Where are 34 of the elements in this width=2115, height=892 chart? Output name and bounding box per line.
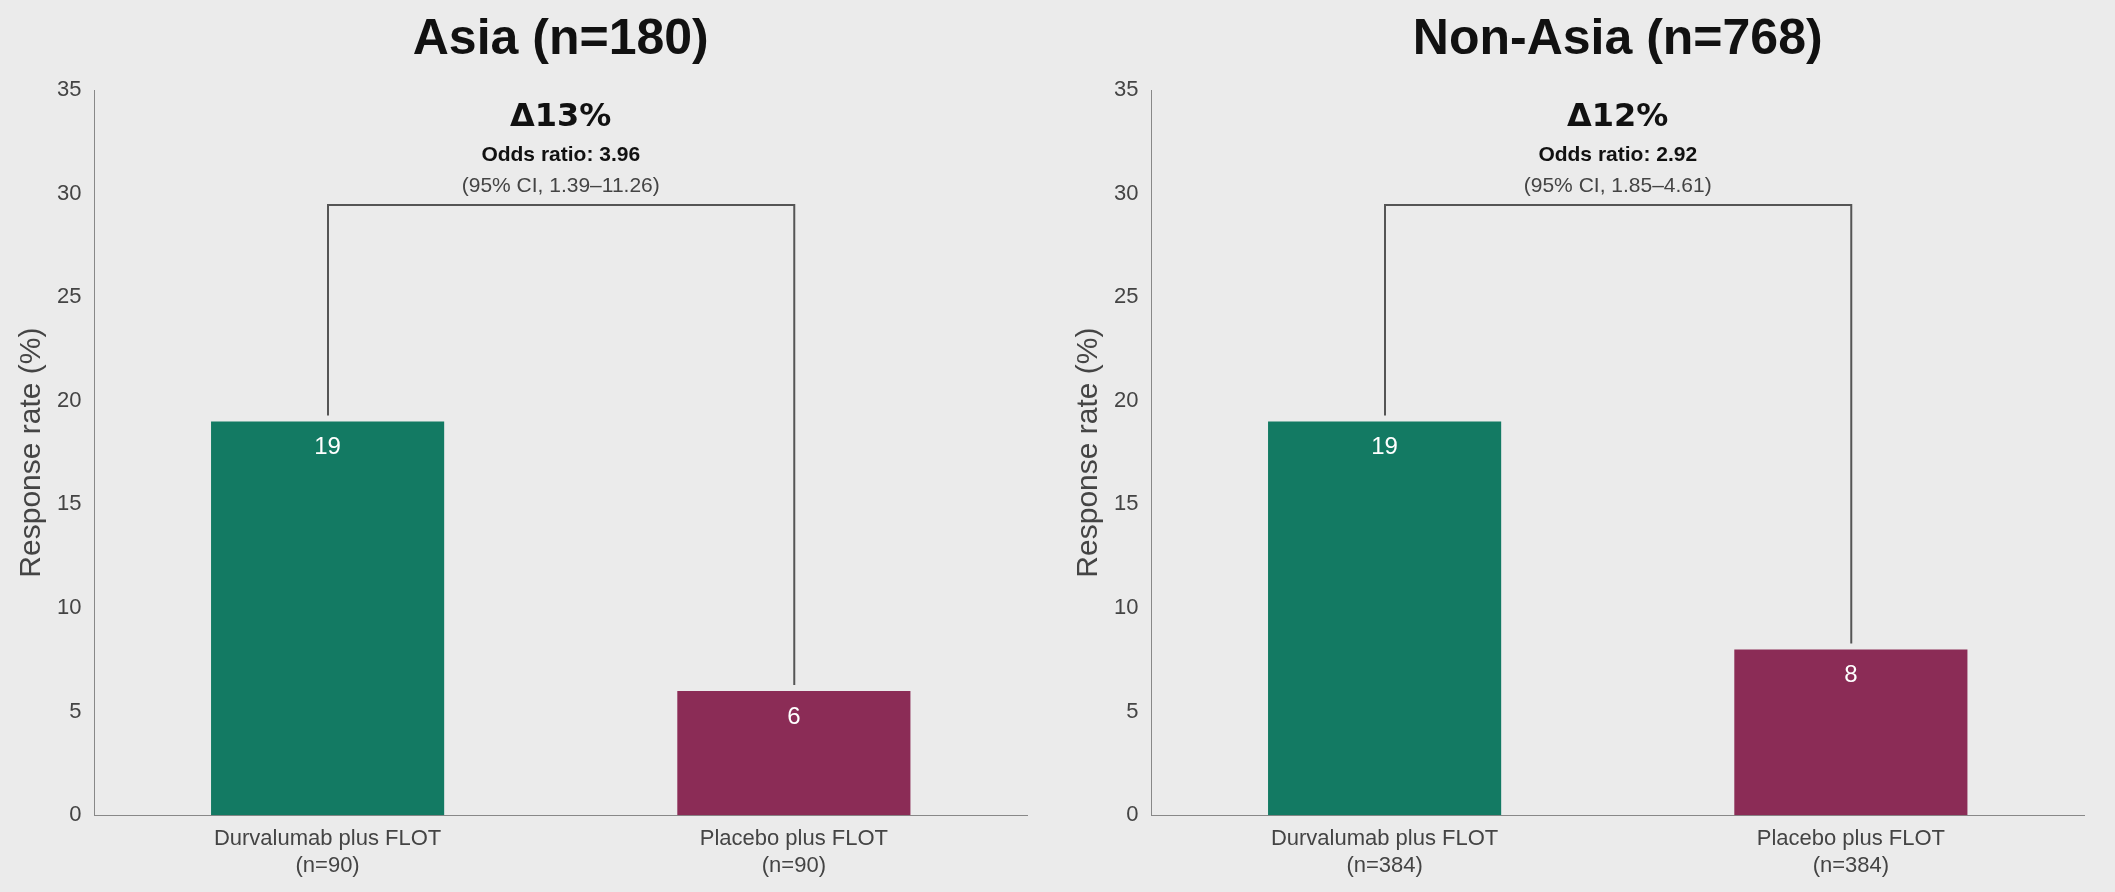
x-tick-label: Placebo plus FLOT (n=384) — [1756, 825, 1946, 877]
y-tick-label: 0 — [69, 801, 82, 827]
y-tick-label: 20 — [1113, 386, 1139, 412]
y-tick-label: 15 — [56, 490, 82, 516]
data-label: 19 — [314, 432, 341, 460]
chart-title: Asia (n=180) — [411, 8, 710, 66]
y-tick-label: 5 — [69, 697, 82, 723]
y-tick-label: 10 — [56, 594, 82, 620]
y-tick-label: 15 — [1113, 490, 1139, 516]
y-tick-label: 30 — [1113, 179, 1139, 205]
y-tick-label: 25 — [56, 283, 82, 309]
y-tick-label: 10 — [1113, 594, 1139, 620]
y-axis-title: Response rate (%) — [13, 327, 47, 578]
annotation: Odds ratio: 2.92 — [1538, 141, 1698, 165]
data-label: 6 — [787, 701, 801, 729]
x-tick-label: Durvalumab plus FLOT (n=384) — [1270, 825, 1499, 877]
annotation: (95% CI, 1.85–4.61) — [1523, 172, 1712, 196]
data-label: 8 — [1844, 660, 1858, 688]
y-tick-label: 30 — [56, 179, 82, 205]
annotation: (95% CI, 1.39–11.26) — [461, 172, 660, 196]
annotation: Odds ratio: 3.96 — [481, 141, 641, 165]
y-tick-label: 35 — [56, 76, 82, 102]
data-label: 19 — [1371, 432, 1398, 460]
y-tick-label: 0 — [1126, 801, 1139, 827]
y-axis-title: Response rate (%) — [1070, 327, 1104, 578]
y-tick-label: 25 — [1113, 283, 1139, 309]
y-tick-label: 5 — [1126, 697, 1139, 723]
y-tick-label: 20 — [56, 386, 82, 412]
annotation: Δ12% — [1567, 96, 1669, 135]
chart-title: Non-Asia (n=768) — [1411, 8, 1824, 66]
annotation: Δ13% — [510, 96, 612, 135]
y-tick-label: 35 — [1113, 76, 1139, 102]
x-tick-label: Durvalumab plus FLOT (n=90) — [213, 825, 442, 877]
x-tick-label: Placebo plus FLOT (n=90) — [699, 825, 889, 877]
